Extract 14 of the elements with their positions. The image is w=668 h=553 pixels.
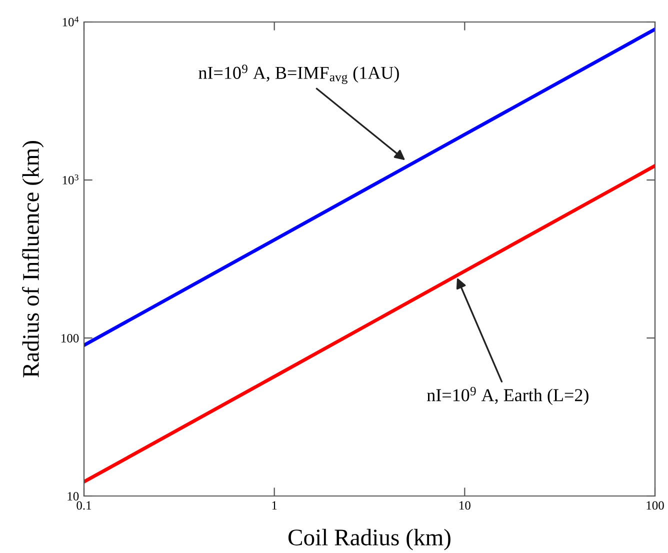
y-tick-label: 10$^{3}$	[62, 174, 78, 184]
annotation: nI=10$^{9}$ A, Earth (L=2)	[427, 386, 588, 405]
y-tick-label: 10$^{4}$	[62, 16, 79, 26]
y-tick-label: 100	[61, 334, 79, 342]
x-axis-title: Coil Radius (km)	[288, 528, 450, 550]
line-series	[84, 27, 655, 347]
annotation: nI=10$^{9}$ A, B=IMF$_{avg}$ (1AU)	[198, 64, 399, 84]
y-axis-title: Radius of Influence (km)	[22, 141, 44, 378]
x-tick-label: 0.1	[76, 501, 92, 510]
y-tick-label: 10	[68, 492, 79, 500]
x-tick-label: 1	[272, 501, 277, 510]
x-tick-label: 10	[460, 501, 470, 510]
line-series	[84, 164, 655, 484]
x-tick-label: 100	[646, 501, 664, 510]
